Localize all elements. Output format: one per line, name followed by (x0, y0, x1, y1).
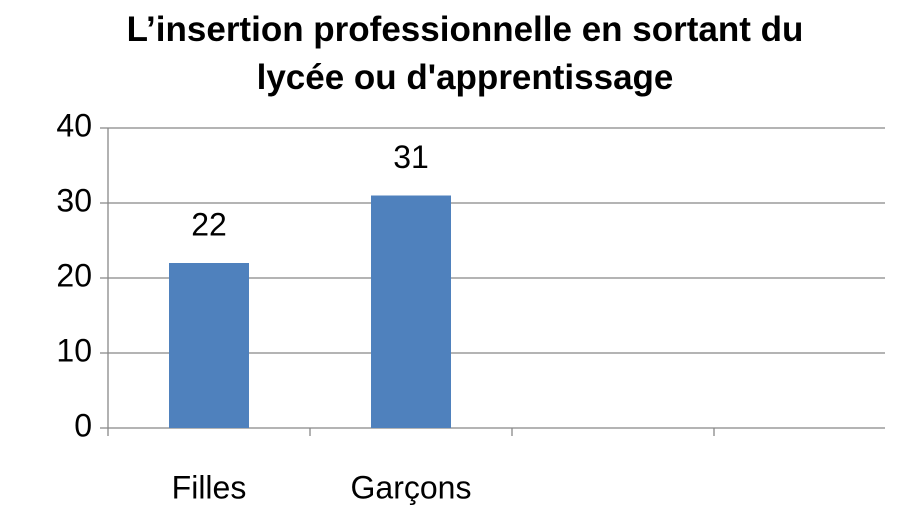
x-tick-label: Garçons (351, 469, 472, 505)
y-tick-label: 20 (56, 257, 92, 293)
bar (169, 263, 249, 428)
data-label: 22 (191, 206, 227, 242)
y-tick-label: 30 (56, 182, 92, 218)
bar (371, 195, 451, 428)
y-tick-label: 40 (56, 107, 92, 143)
y-tick-label: 10 (56, 332, 92, 368)
chart-title: L’insertion professionnelle en sortant d… (126, 10, 804, 97)
y-tick-label: 0 (74, 407, 92, 443)
x-tick-label: Filles (172, 469, 247, 505)
data-label: 31 (393, 139, 429, 175)
